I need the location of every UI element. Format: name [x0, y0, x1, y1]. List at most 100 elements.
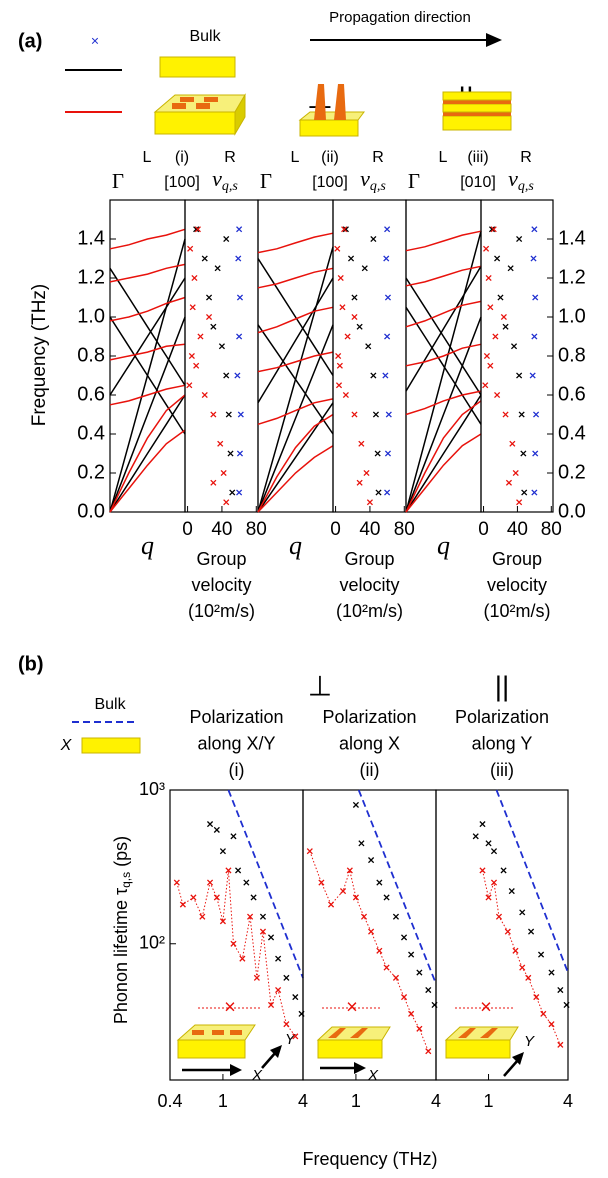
data-point — [521, 489, 528, 496]
plot: 0.0 0.2 0.4 0.6 0.8 1.0 1.2 1.4 0 40 80 vq,s Group ve… — [478, 166, 586, 621]
data-point — [236, 450, 244, 457]
data-point — [250, 894, 257, 901]
data-point — [408, 1010, 415, 1017]
data-point — [210, 323, 217, 330]
velocity-symbol-main: v — [508, 166, 518, 191]
bulk-line — [227, 789, 304, 979]
data-point — [193, 226, 200, 233]
data-point — [318, 879, 325, 886]
dispersion-line — [405, 265, 482, 287]
data-point — [191, 274, 198, 282]
data-point — [210, 479, 217, 486]
data-point — [361, 265, 368, 272]
plot: 10² 10³ 0.4 1 4 Phonon lifetime τq,s (ps) Freq… — [111, 707, 438, 1169]
svg-text:×: × — [224, 996, 236, 1018]
legend-label: Bulk — [94, 696, 126, 713]
dispersion-line — [405, 306, 482, 425]
data-point — [374, 450, 381, 457]
bulk-icon — [159, 56, 236, 78]
dispersion-line — [405, 231, 482, 513]
data-point — [363, 469, 370, 477]
data-point — [557, 1041, 564, 1048]
data-point — [259, 913, 267, 920]
dispersion-line — [109, 394, 186, 513]
data-point — [525, 974, 532, 981]
data-point — [482, 382, 489, 389]
direction-label: L — [439, 149, 448, 166]
data-point — [519, 909, 526, 916]
gamma-label: Γ — [112, 169, 124, 193]
data-point — [346, 867, 353, 874]
data-point — [376, 947, 383, 954]
data-point — [490, 879, 498, 886]
y-tick-label: 1.2 — [558, 266, 586, 288]
data-point — [213, 826, 220, 833]
dispersion-line — [109, 263, 186, 283]
data-point — [516, 372, 523, 379]
dispersion-line — [109, 267, 186, 386]
data-point — [375, 489, 382, 496]
parallel-symbol: || — [495, 670, 510, 701]
data-point — [189, 304, 196, 311]
data-point — [283, 1021, 290, 1028]
x-tick-label: 0 — [182, 519, 193, 540]
svg-text:×: × — [480, 996, 492, 1018]
data-point — [186, 382, 193, 389]
data-point — [425, 986, 432, 994]
axis-x-label: X — [251, 1067, 263, 1084]
data-point — [557, 986, 564, 994]
y-axis-label-sub: q,s — [119, 872, 133, 888]
propagation-arrow — [310, 33, 502, 47]
bulk-label: Bulk — [189, 28, 221, 45]
data-point — [352, 894, 359, 901]
y-tick-label: 0.2 — [558, 461, 586, 483]
dispersion-line — [257, 351, 334, 373]
data-point — [487, 362, 494, 369]
legend-label: X — [60, 737, 73, 754]
velocity-symbol: vq,s — [508, 166, 534, 194]
plot: 0.0 0.2 0.4 0.6 0.8 1.0 1.2 1.4 L (i) R Γ [100] q Freq… — [29, 149, 236, 560]
dispersion-line — [109, 384, 186, 406]
y-axis-label: Phonon lifetime τq,s (ps) — [111, 836, 133, 1024]
dispersion-line — [109, 296, 186, 322]
data-point — [306, 848, 313, 855]
data-point — [512, 947, 519, 954]
data-point — [384, 294, 392, 301]
data-point — [548, 1021, 555, 1028]
y-axis-label-unit: (ps) — [111, 836, 131, 872]
data-point — [220, 469, 227, 477]
data-point — [187, 245, 194, 252]
data-point — [400, 934, 408, 941]
panel-header: Polarization — [189, 707, 283, 727]
data-point — [197, 333, 204, 340]
data-point — [235, 255, 242, 262]
data-point — [201, 391, 208, 399]
data-point — [206, 879, 214, 886]
data-point — [502, 323, 509, 330]
y-tick-label: 1.2 — [77, 266, 105, 288]
data-point — [504, 928, 511, 935]
data-point — [510, 343, 518, 350]
data-point — [217, 440, 224, 447]
x-tick-label: 80 — [246, 519, 267, 540]
data-point — [488, 226, 496, 233]
dispersion-line — [257, 413, 334, 513]
x-tick-label: 0 — [478, 519, 489, 540]
y-tick-label: 0.8 — [558, 344, 586, 366]
data-point — [351, 294, 358, 301]
y-tick-label: 0.0 — [77, 500, 105, 522]
data-point — [485, 840, 492, 847]
data-point — [213, 894, 220, 901]
data-point — [190, 894, 197, 901]
plot: L (ii) R Γ [100] q — [257, 149, 384, 560]
data-point — [384, 489, 391, 496]
data-point — [341, 226, 348, 233]
data-point — [188, 352, 195, 360]
data-point — [425, 1048, 432, 1055]
data-point — [206, 821, 214, 828]
data-point — [219, 918, 226, 925]
data-point — [495, 913, 503, 920]
data-point — [512, 469, 519, 477]
data-point — [365, 343, 372, 350]
